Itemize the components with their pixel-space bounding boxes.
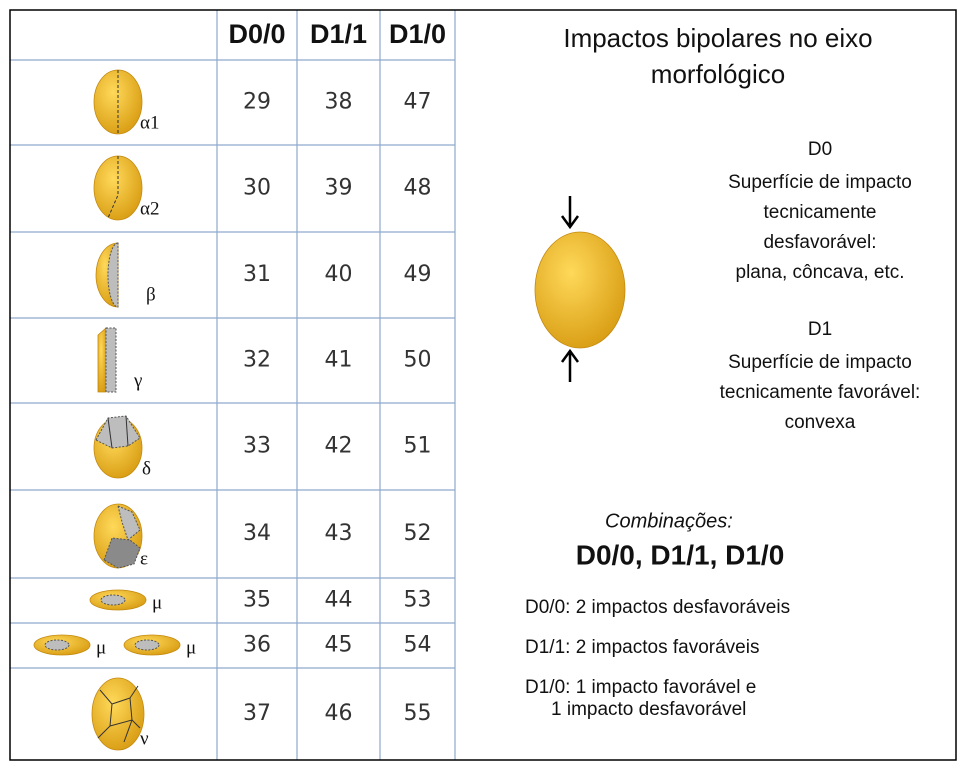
row-label: γ: [133, 370, 142, 391]
definition: D0/0: 2 impactos desfavoráveis: [525, 597, 790, 618]
icon-nu: ν: [92, 678, 149, 750]
cell-value: 41: [325, 348, 353, 373]
row-label: δ: [142, 458, 151, 479]
row-label: α2: [140, 198, 159, 219]
cell-value: 39: [325, 176, 353, 201]
definitions: D0/0: 2 impactos desfavoráveis D1/1: 2 im…: [525, 597, 790, 720]
icon-mu-pair: μ μ: [34, 635, 196, 658]
d0-line: plana, côncava, etc.: [736, 262, 905, 283]
column-header: D1/0: [389, 19, 446, 49]
icon-gamma: γ: [98, 328, 142, 392]
d1-line: Superfície de impacto: [728, 352, 912, 373]
cell-value: 52: [404, 521, 432, 546]
d1-line: convexa: [785, 412, 856, 433]
cell-value: 46: [325, 701, 353, 726]
cell-value: 29: [243, 90, 271, 115]
cell-value: 38: [325, 90, 353, 115]
d0-line: tecnicamente: [763, 202, 876, 223]
cell-value: 43: [325, 521, 353, 546]
cell-value: 31: [243, 262, 271, 287]
cell-value: 32: [243, 348, 271, 373]
title: morfológico: [651, 59, 785, 89]
row-label: β: [146, 284, 156, 305]
row-label: α1: [140, 112, 159, 133]
definition: D1/0: 1 impacto favorável e: [525, 677, 756, 698]
combinations-label: Combinações:: [605, 510, 733, 532]
cell-value: 35: [243, 588, 271, 613]
cell-value: 45: [325, 633, 353, 658]
d0-line: desfavorável:: [763, 232, 876, 253]
d0-line: D0: [808, 139, 832, 160]
definition: D1/1: 2 impactos favoráveis: [525, 637, 759, 658]
cell-value: 48: [404, 176, 432, 201]
cell-value: 51: [404, 434, 432, 459]
row-label: μ: [186, 637, 196, 658]
combinations: D0/0, D1/1, D1/0: [576, 539, 785, 570]
column-header: D0/0: [228, 19, 285, 49]
cell-value: 37: [243, 701, 271, 726]
cell-value: 54: [404, 633, 432, 658]
cell-value: 40: [325, 262, 353, 287]
icon-epsilon: ε: [94, 504, 148, 569]
d1-line: tecnicamente favorável:: [720, 382, 921, 403]
cell-value: 34: [243, 521, 271, 546]
cell-value: 47: [404, 90, 432, 115]
cell-value: 36: [243, 633, 271, 658]
definition: 1 impacto desfavorável: [551, 699, 746, 720]
column-header: D1/1: [310, 19, 367, 49]
cell-value: 50: [404, 348, 432, 373]
row-label: ν: [140, 728, 149, 749]
cell-value: 44: [325, 588, 353, 613]
slide: α1 α2 β γ δ ε μ μ μ: [0, 0, 960, 769]
icon-delta: δ: [94, 416, 151, 479]
cell-value: 33: [243, 434, 271, 459]
title: Impactos bipolares no eixo: [563, 23, 872, 53]
cell-value: 42: [325, 434, 353, 459]
egg: [535, 232, 625, 348]
icon-alpha1: α1: [94, 70, 159, 134]
row-label: μ: [152, 592, 162, 613]
d0-block: D0 Superfície de impacto tecnicamente desfa…: [728, 139, 912, 283]
d0-line: Superfície de impacto: [728, 172, 912, 193]
row-label: μ: [96, 637, 106, 658]
icon-beta: β: [96, 243, 156, 307]
cell-value: 55: [404, 701, 432, 726]
row-label: ε: [140, 548, 148, 569]
d1-line: D1: [808, 319, 832, 340]
icon-alpha2: α2: [94, 156, 159, 220]
cell-value: 53: [404, 588, 432, 613]
d1-block: D1 Superfície de impacto tecnicamente favo…: [720, 319, 921, 433]
icon-mu: μ: [90, 590, 162, 613]
cell-value: 49: [404, 262, 432, 287]
cell-value: 30: [243, 176, 271, 201]
